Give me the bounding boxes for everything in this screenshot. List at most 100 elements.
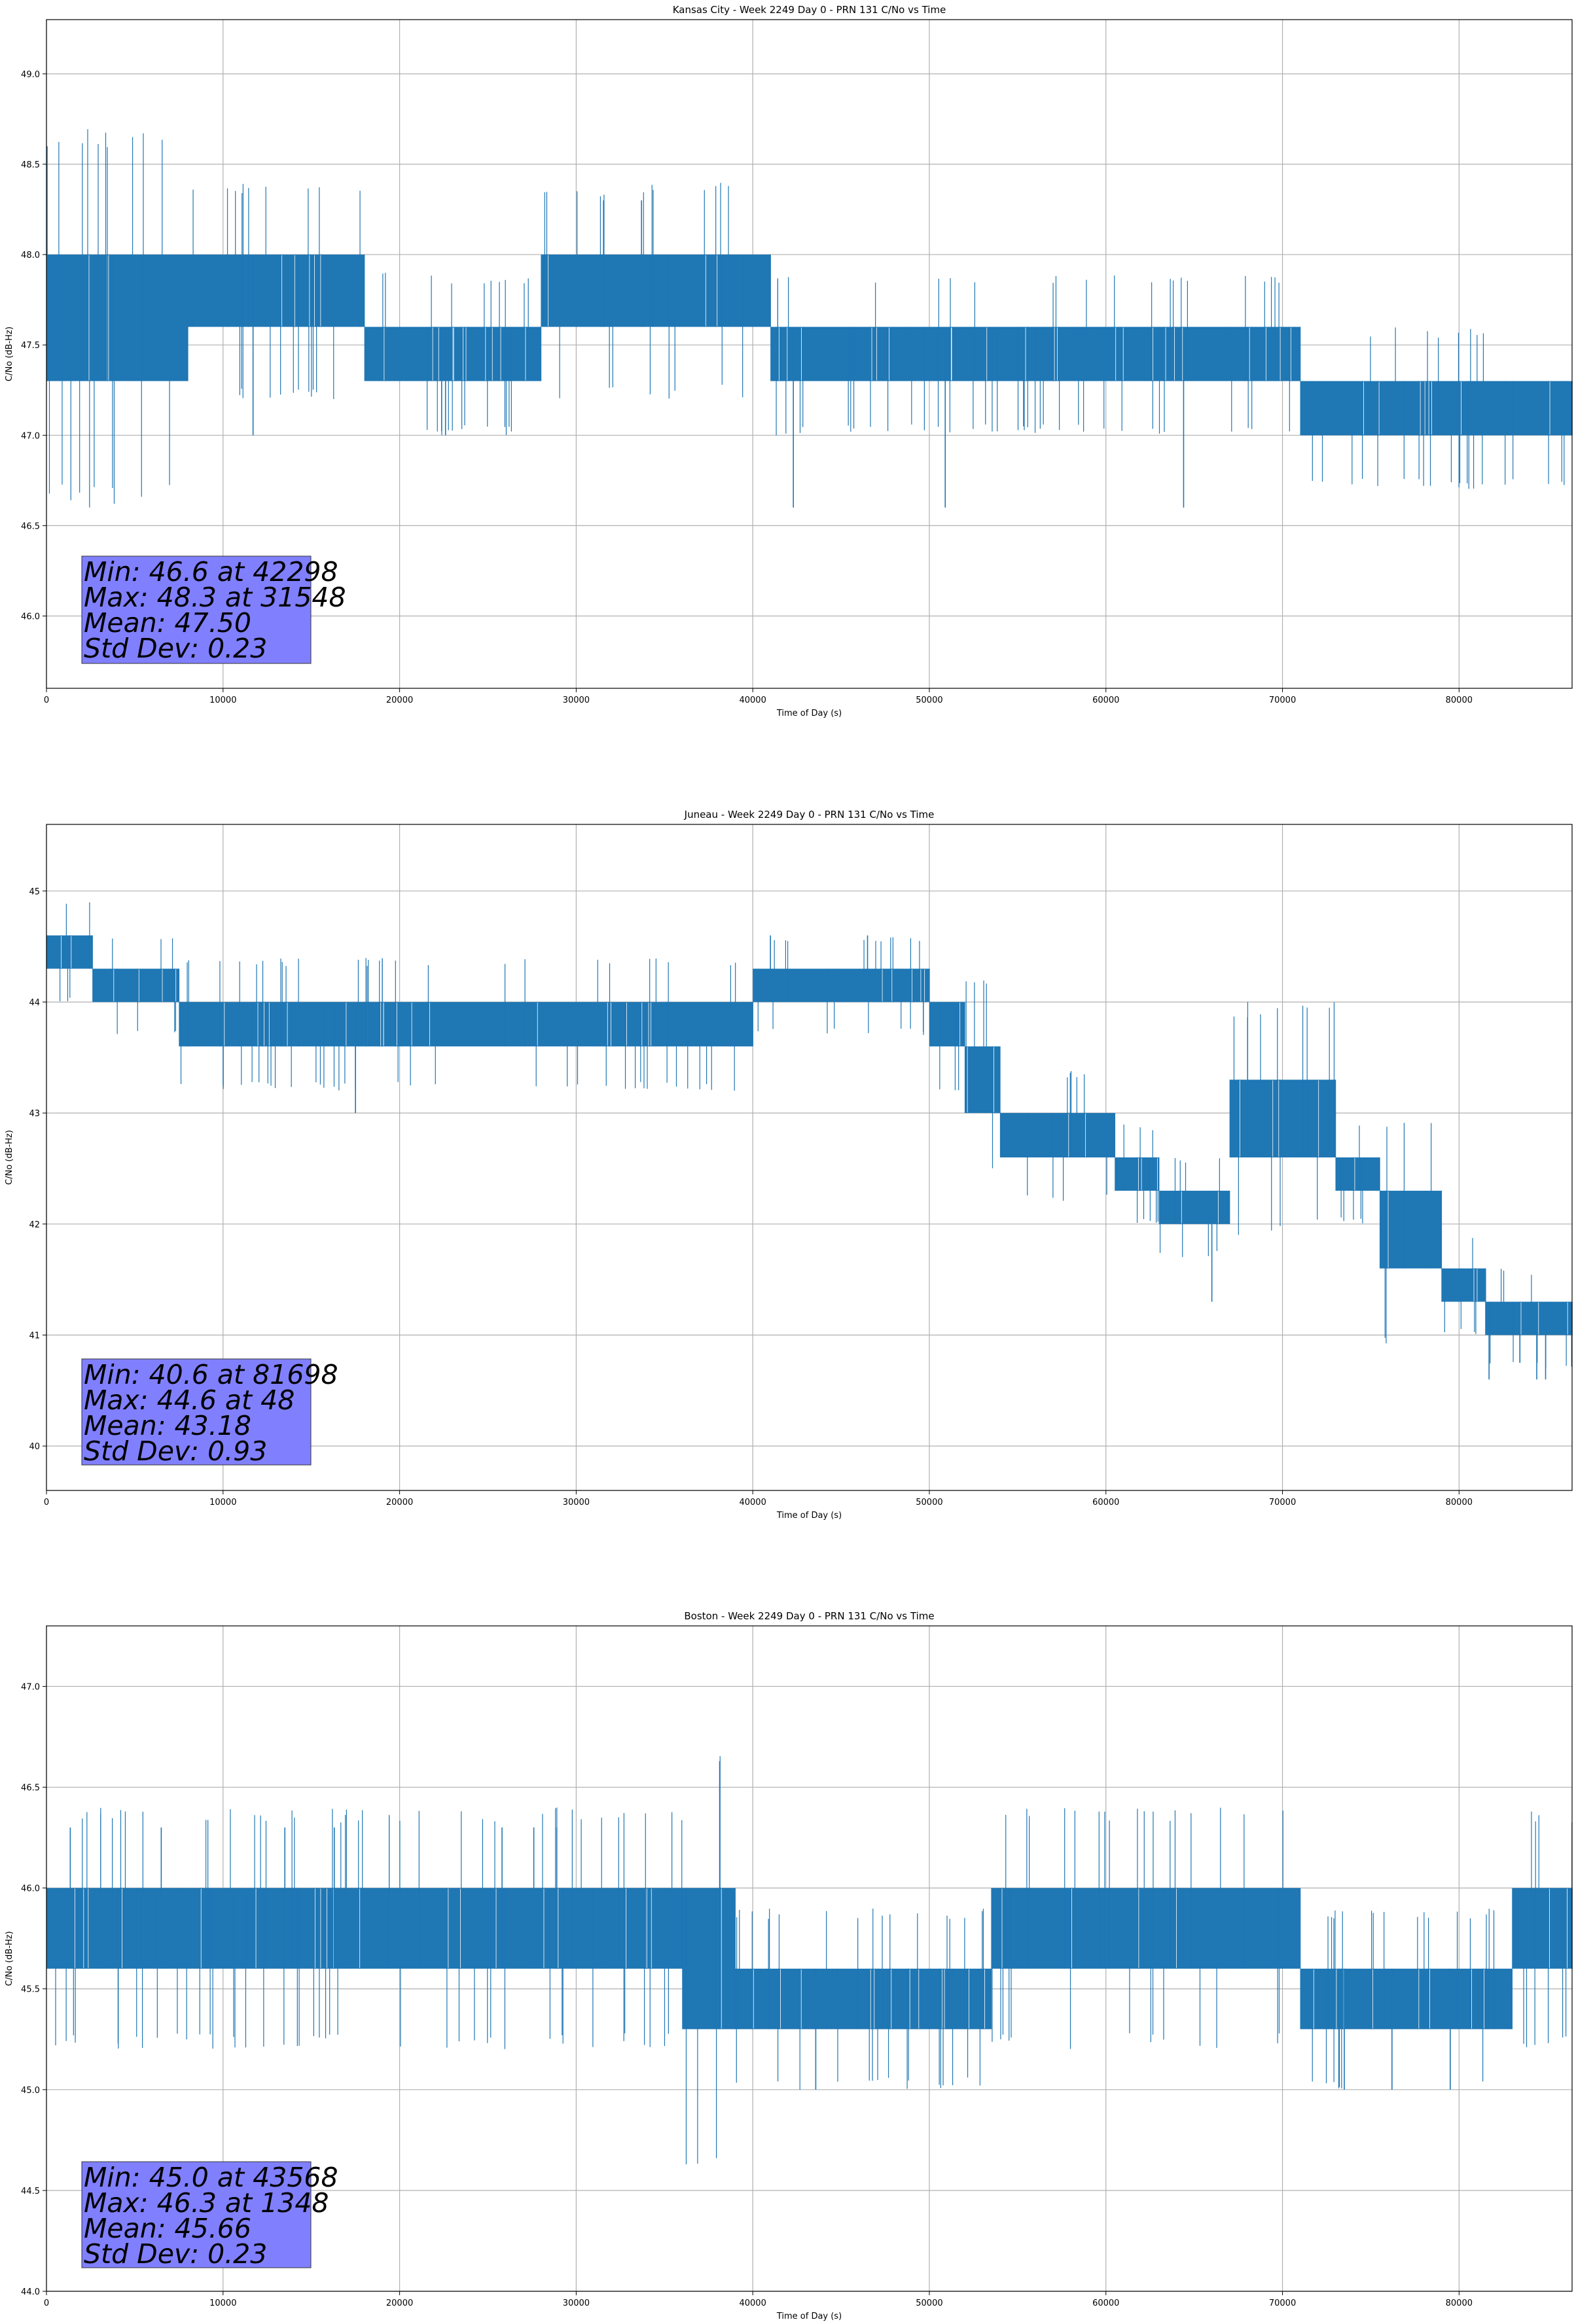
x-tick-label: 10000	[209, 1498, 236, 1507]
chart-title: Boston - Week 2249 Day 0 - PRN 131 C/No …	[684, 1610, 934, 1622]
x-tick-label: 60000	[1092, 2298, 1119, 2308]
x-axis-label: Time of Day (s)	[776, 2312, 842, 2321]
data-series	[46, 902, 1573, 1380]
signal-band	[999, 1113, 1115, 1157]
signal-band	[1512, 1888, 1572, 1969]
signal-band	[1158, 1190, 1230, 1224]
y-tick-label: 45.5	[21, 1985, 40, 1995]
y-axis-label: C/No (dB-Hz)	[5, 1931, 14, 1986]
chart-panel-kansas-city: 0 10000 20000 30000 40000 50000 60000 70000 8000…	[0, 0, 1576, 752]
chart-kansas-city: 0 10000 20000 30000 40000 50000 60000 70000 8000…	[5, 4, 1573, 718]
signal-band	[682, 1888, 736, 2030]
data-series	[46, 129, 1573, 508]
y-tick-label: 45	[29, 887, 40, 897]
y-tick-label: 44.5	[21, 2187, 40, 2196]
x-axis-label: Time of Day (s)	[776, 1511, 842, 1521]
x-tick-label: 40000	[739, 695, 766, 705]
y-axis-label: C/No (dB-Hz)	[5, 1130, 14, 1185]
signal-band	[46, 1888, 683, 1969]
data-series	[46, 1756, 1573, 2165]
stats-box: Min: 45.0 at 43568 Max: 46.3 at 1348 Mea…	[81, 2161, 338, 2270]
stat-max: Max: 48.3 at 31548	[84, 582, 346, 613]
stats-box-background	[81, 2161, 312, 2268]
y-axis-ticks: 44.0 44.5 45.0 45.5 46.0 46.5 47.0	[21, 1682, 46, 2297]
signal-band	[1229, 1080, 1336, 1157]
chart-title: Juneau - Week 2249 Day 0 - PRN 131 C/No …	[684, 809, 935, 820]
signal-band	[1300, 381, 1572, 436]
x-tick-label: 30000	[563, 695, 590, 705]
signal-band	[753, 968, 929, 1002]
x-tick-label: 10000	[209, 695, 236, 705]
x-tick-label: 50000	[916, 695, 942, 705]
chart-panel-boston: 0 10000 20000 30000 40000 50000 60000 70000 8000…	[0, 1596, 1576, 2321]
y-tick-label: 44	[29, 998, 40, 1008]
signal-band	[929, 1002, 965, 1047]
signal-band	[1052, 326, 1300, 381]
y-tick-label: 46.0	[21, 1884, 40, 1894]
stat-min: Min: 40.6 at 81698	[84, 1359, 338, 1390]
y-tick-label: 40	[29, 1442, 40, 1452]
stat-std-dev: Std Dev: 0.23	[84, 2238, 267, 2270]
x-tick-label: 30000	[563, 2298, 590, 2308]
y-tick-label: 49.0	[21, 70, 40, 80]
signal-band	[187, 255, 365, 327]
x-tick-label: 20000	[386, 2298, 413, 2308]
stats-box-background	[81, 555, 312, 664]
x-tick-label: 70000	[1269, 695, 1296, 705]
y-tick-label: 43	[29, 1109, 40, 1119]
y-tick-label: 46.5	[21, 521, 40, 531]
y-tick-label: 46.0	[21, 612, 40, 622]
stat-mean: Mean: 45.66	[84, 2213, 251, 2244]
signal-band	[92, 968, 179, 1002]
stat-mean: Mean: 43.18	[84, 1410, 251, 1441]
chart-boston: 0 10000 20000 30000 40000 50000 60000 70000 8000…	[5, 1610, 1573, 2321]
x-tick-label: 60000	[1092, 695, 1119, 705]
stats-box-background	[81, 1358, 312, 1466]
stat-min: Min: 45.0 at 43568	[84, 2162, 338, 2193]
x-tick-label: 60000	[1092, 1498, 1119, 1507]
y-tick-label: 45.0	[21, 2086, 40, 2096]
y-tick-label: 48.0	[21, 251, 40, 260]
x-tick-label: 20000	[386, 695, 413, 705]
y-tick-label: 46.5	[21, 1784, 40, 1793]
x-tick-label: 0	[44, 695, 49, 705]
signal-band	[1485, 1301, 1572, 1335]
y-axis-ticks: 40 41 42 43 44 45	[29, 887, 46, 1452]
signal-band	[1441, 1268, 1486, 1302]
signal-band	[991, 1888, 1300, 1969]
y-tick-label: 42	[29, 1220, 40, 1230]
x-axis-ticks: 0 10000 20000 30000 40000 50000 60000 70000 8000…	[44, 688, 1473, 705]
chart-juneau: 0 10000 20000 30000 40000 50000 60000 70000 8000…	[5, 809, 1573, 1521]
x-tick-label: 20000	[386, 1498, 413, 1507]
x-axis-ticks: 0 10000 20000 30000 40000 50000 60000 70000 8000…	[44, 1490, 1473, 1507]
plot-frame	[46, 1625, 1573, 2292]
signal-band	[179, 1002, 753, 1047]
x-tick-label: 70000	[1269, 1498, 1296, 1507]
x-tick-label: 0	[44, 2298, 49, 2308]
x-tick-label: 80000	[1446, 695, 1473, 705]
stat-mean: Mean: 47.50	[84, 607, 251, 639]
y-tick-label: 48.5	[21, 160, 40, 170]
x-tick-label: 80000	[1446, 2298, 1473, 2308]
stats-box: Min: 40.6 at 81698 Max: 44.6 at 48 Mean:…	[81, 1358, 338, 1467]
stats-box: Min: 46.6 at 42298 Max: 48.3 at 31548 Me…	[81, 555, 346, 664]
y-axis-label: C/No (dB-Hz)	[5, 326, 14, 381]
stat-min: Min: 46.6 at 42298	[84, 556, 338, 588]
signal-band	[46, 255, 188, 381]
x-tick-label: 50000	[916, 2298, 942, 2308]
y-tick-label: 47.0	[21, 1682, 40, 1692]
chart-title: Kansas City - Week 2249 Day 0 - PRN 131 …	[673, 4, 946, 16]
y-tick-label: 47.5	[21, 341, 40, 351]
plot-frame	[46, 19, 1573, 689]
signal-band	[541, 255, 771, 327]
stat-std-dev: Std Dev: 0.23	[84, 633, 267, 664]
signal-band	[1379, 1190, 1442, 1269]
signal-band	[964, 1046, 1000, 1114]
x-tick-label: 10000	[209, 2298, 236, 2308]
y-tick-label: 47.0	[21, 431, 40, 441]
x-tick-label: 0	[44, 1498, 49, 1507]
x-tick-label: 50000	[916, 1498, 942, 1507]
y-tick-label: 44.0	[21, 2287, 40, 2297]
stat-max: Max: 44.6 at 48	[84, 1384, 295, 1416]
stat-max: Max: 46.3 at 1348	[84, 2187, 329, 2219]
